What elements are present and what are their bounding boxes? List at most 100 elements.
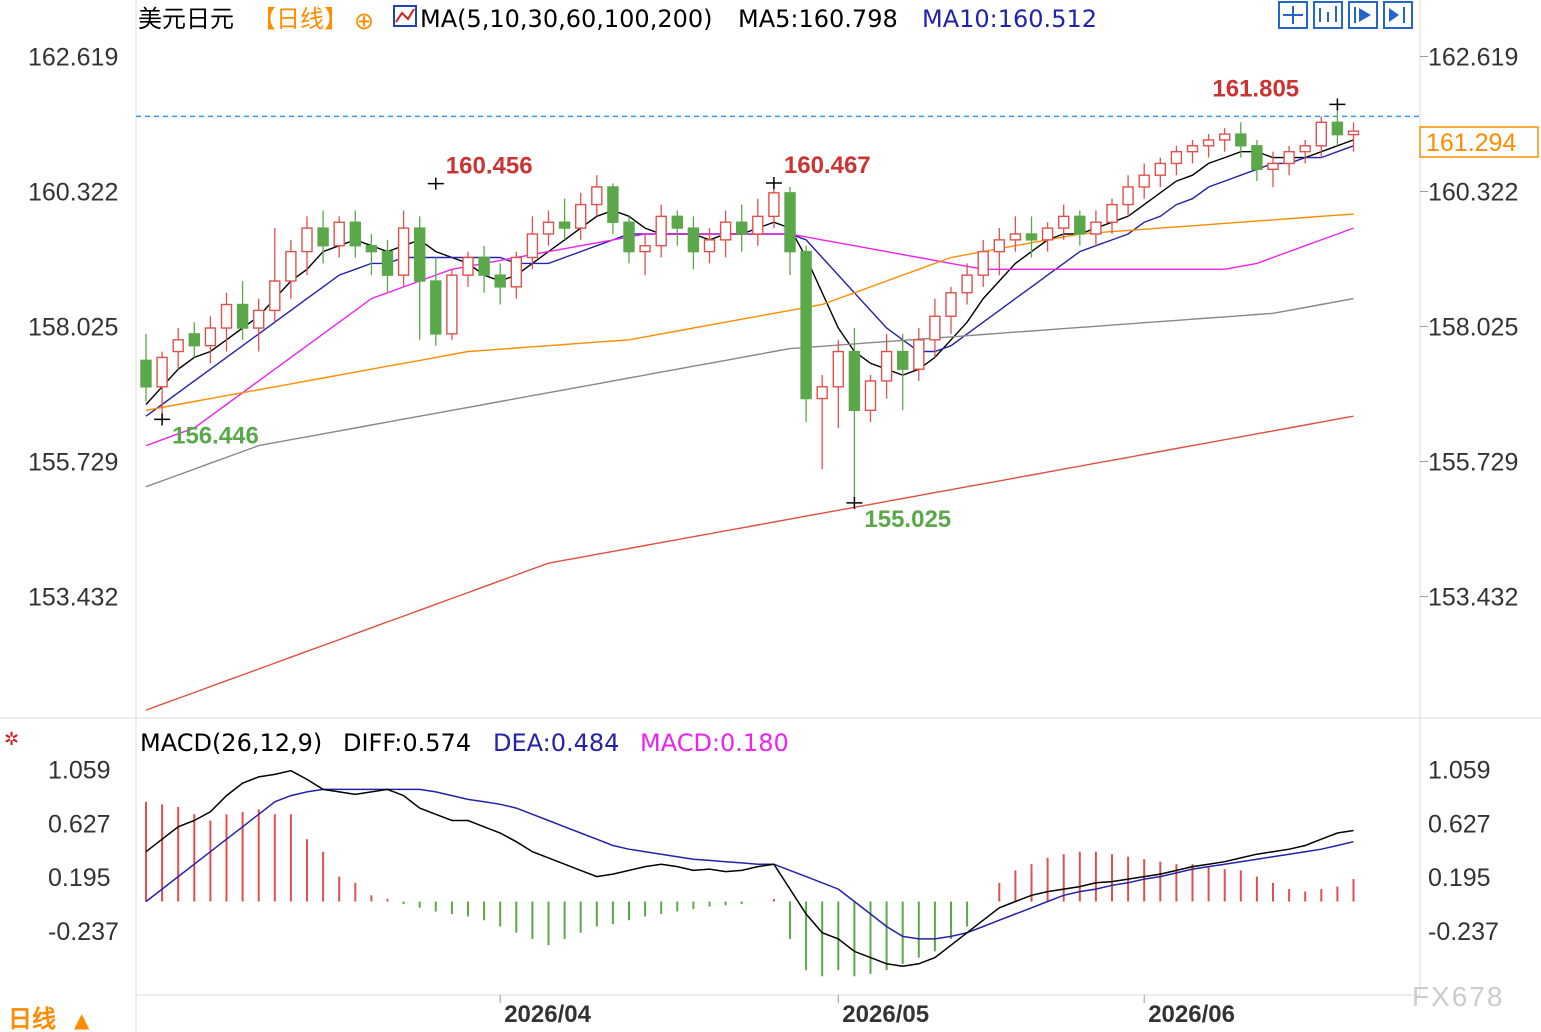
diff-line [145,769,1354,968]
candle [961,263,973,305]
grid-icon[interactable] [1278,1,1308,29]
ma5-value: MA5:160.798 [738,5,898,33]
symbol-title: 美元日元 [138,5,234,33]
candle [478,245,490,293]
period-selector[interactable]: 日线 ▲ [8,1005,90,1032]
period-tag[interactable]: 【日线】 [252,5,348,33]
y-tick-right: 158.025 [1428,314,1518,342]
step-forward-icon[interactable] [1348,1,1378,29]
candle [655,204,667,258]
candle [848,328,861,503]
candle [1186,139,1199,164]
candle [703,228,716,264]
candle [1138,163,1150,199]
candle [1347,122,1360,152]
candle [526,216,539,270]
candle [236,281,249,340]
price-annotations: 160.456 160.467 161.805 156.446 155.025 [154,75,1346,533]
y-tick-right: 153.432 [1428,584,1518,612]
period-selector-arrow[interactable]: ▲ [74,1008,90,1032]
candle [1235,122,1247,158]
candle [381,239,394,293]
candle [285,239,297,299]
ma-label: MA(5,10,30,60,100,200) [420,5,713,33]
candle [349,210,361,258]
candle [607,183,619,234]
current-price-label: 161.294 [1426,129,1516,157]
annotation-label: 156.446 [172,422,259,449]
candle [204,316,217,364]
candle [1315,116,1328,158]
ma200-line [145,415,1354,711]
candle [800,245,812,423]
candle [768,182,780,229]
candle [832,339,844,428]
watermark: FX678 [1412,981,1505,1012]
candle [977,239,989,287]
candle [430,257,442,346]
macd-y-tick-right: -0.237 [1428,918,1499,946]
candle [671,210,683,246]
y-tick-left: 155.729 [28,449,118,477]
candle [1170,145,1183,176]
macd-y-tick-left: 0.627 [48,810,111,838]
candle [397,210,410,287]
ma5-line [145,139,1354,405]
macd-y-tick-left: -0.237 [48,918,119,946]
jump-end-icon[interactable] [1383,1,1413,29]
y-tick-left: 153.432 [28,584,118,612]
candle [1202,134,1215,158]
y-tick-left: 162.619 [28,44,118,72]
candle [446,269,458,340]
candle [1025,216,1038,258]
candle [220,292,233,352]
ma10-value: MA10:160.512 [922,5,1097,33]
candle [156,351,168,420]
y-tick-left: 160.322 [28,179,118,207]
candle [784,186,796,276]
annotation-label: 160.467 [784,152,871,179]
candle [1090,210,1102,246]
candle [913,328,925,381]
ma30-line [145,227,1354,447]
candle [575,192,587,240]
candle [365,233,378,276]
candle [1299,139,1311,164]
x-axis: 2026/04 2026/05 2026/06 [499,995,1235,1028]
ma60-line [145,213,1354,411]
macd-y-tick-left: 0.195 [48,864,111,892]
macd-diff-value: DIFF:0.574 [343,729,471,757]
ma-settings-icon[interactable] [393,5,417,27]
main-grid: 162.619 162.619 160.322 160.322 158.025 158.0… [28,44,1518,612]
macd-label: MACD(26,12,9) [140,729,322,757]
candle [639,233,651,276]
candle [1154,157,1167,187]
bar-chart-icon[interactable] [1313,1,1343,29]
macd-y-tick-right: 0.627 [1428,810,1491,838]
moving-average-lines [145,139,1354,711]
candle [929,298,941,358]
candle [591,175,603,217]
macd-dea-value: DEA:0.484 [493,729,619,757]
candle [558,198,571,240]
candle [1251,139,1263,182]
period-selector-label[interactable]: 日线 [8,1005,56,1032]
x-tick-label: 2026/06 [1148,1001,1235,1028]
crosshair-icon[interactable]: ✲ [4,729,19,750]
candle [333,216,345,258]
y-tick-right: 155.729 [1428,449,1518,477]
candle [1283,145,1295,176]
candlesticks [140,104,1360,503]
candle [1267,151,1279,187]
candle [752,198,764,246]
candle [317,210,329,264]
zoom-icon[interactable]: ⊕ [354,7,374,35]
annotation-label: 160.456 [446,153,533,180]
ma10-line [145,145,1354,417]
candle [880,333,893,399]
candle [864,375,877,423]
macd-y-tick-right: 0.195 [1428,864,1491,892]
candle [687,216,700,270]
candle [140,333,152,402]
